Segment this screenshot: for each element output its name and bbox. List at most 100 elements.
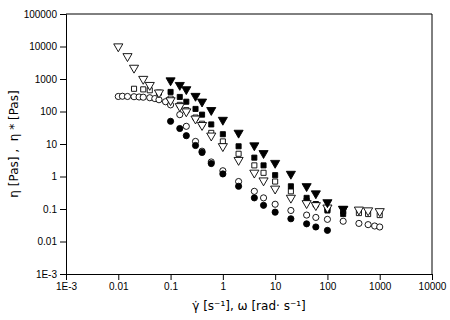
- point: [183, 123, 189, 129]
- point: [313, 214, 319, 220]
- tick: 100000: [24, 9, 66, 20]
- point: [197, 99, 206, 107]
- x-axis: 1E-30.010.1110100100010000: [56, 274, 447, 292]
- point: [273, 173, 278, 178]
- point: [304, 221, 310, 227]
- point: [220, 171, 226, 177]
- point: [339, 206, 348, 214]
- point: [356, 220, 362, 226]
- point: [288, 184, 293, 189]
- series: [114, 44, 385, 217]
- tick-mark: [171, 274, 172, 280]
- point: [218, 117, 227, 125]
- tick: 1: [221, 274, 227, 292]
- point: [166, 78, 175, 86]
- point: [302, 201, 311, 209]
- point: [123, 54, 132, 62]
- point: [168, 89, 173, 94]
- tick-label: 1000: [35, 74, 58, 85]
- tick-mark: [60, 177, 66, 178]
- point: [286, 195, 295, 203]
- point: [197, 123, 206, 131]
- tick: 10000: [419, 274, 447, 292]
- tick-label: 1E-3: [56, 281, 78, 292]
- y-axis-line: [60, 15, 67, 275]
- point: [220, 139, 225, 144]
- point: [273, 179, 278, 184]
- point: [324, 216, 330, 222]
- point: [250, 143, 259, 151]
- tick-mark: [327, 274, 328, 280]
- point: [377, 224, 383, 230]
- point: [251, 188, 257, 194]
- tick: 10000: [29, 41, 66, 52]
- point: [340, 218, 346, 224]
- tick-label: 0.01: [38, 236, 58, 247]
- point: [207, 133, 216, 141]
- point: [261, 163, 266, 168]
- tick-label: 100: [320, 281, 337, 292]
- tick-mark: [275, 274, 276, 280]
- point: [261, 170, 266, 175]
- point: [272, 201, 278, 207]
- point: [114, 44, 123, 52]
- tick-label: 1: [221, 281, 227, 292]
- point: [252, 163, 257, 168]
- point: [177, 125, 183, 131]
- point: [183, 133, 189, 139]
- point: [166, 98, 175, 106]
- point: [250, 170, 259, 178]
- plot-area: 1E-3 0.01 0.1 1 10 100 1000 10000 1E-3 0.01 0.1 1 10…: [24, 9, 447, 292]
- frame: [66, 14, 432, 15]
- x-axis-line: [67, 275, 433, 281]
- point: [272, 209, 278, 215]
- tick-label: 0.01: [109, 281, 129, 292]
- tick: 1E-3: [36, 269, 66, 280]
- point: [124, 93, 130, 99]
- tick-mark: [60, 79, 66, 80]
- point: [177, 94, 182, 99]
- point: [324, 227, 330, 233]
- point: [364, 208, 373, 216]
- tick: 0.01: [109, 274, 129, 292]
- series: [166, 78, 348, 214]
- point: [251, 195, 257, 201]
- point: [259, 151, 268, 159]
- point: [182, 87, 191, 95]
- tick-label: 1: [51, 171, 57, 182]
- point: [302, 184, 311, 192]
- tick-label: 10000: [29, 41, 57, 52]
- frame: [432, 14, 433, 274]
- point: [167, 118, 173, 124]
- tick-mark: [60, 14, 66, 15]
- point: [234, 157, 243, 165]
- x-axis-title: γ̇ [s⁻¹], ω [rad· s⁻¹]: [192, 299, 305, 313]
- point: [339, 206, 348, 214]
- point: [323, 200, 332, 208]
- tick-mark: [60, 47, 66, 48]
- tick: 10: [46, 139, 66, 150]
- tick-label: 1000: [369, 281, 392, 292]
- y-axis: 1E-30.010.1110100100010000100000: [24, 9, 67, 280]
- series: [168, 89, 346, 216]
- tick: 1: [51, 171, 66, 182]
- point: [182, 109, 191, 117]
- point: [375, 209, 384, 217]
- tick-label: 10000: [419, 281, 447, 292]
- tick-label: 0.1: [43, 204, 57, 215]
- tick-label: 0.1: [164, 281, 178, 292]
- point: [288, 207, 294, 213]
- point: [140, 94, 146, 100]
- tick-mark: [380, 274, 381, 280]
- tick-label: 100000: [24, 9, 58, 20]
- point: [236, 183, 242, 189]
- point: [129, 65, 138, 73]
- point: [220, 132, 225, 137]
- point: [260, 202, 266, 208]
- series: [167, 118, 330, 233]
- marks: [114, 44, 385, 234]
- point: [192, 142, 198, 148]
- point: [271, 160, 280, 168]
- point: [271, 186, 280, 194]
- tick-mark: [60, 242, 66, 243]
